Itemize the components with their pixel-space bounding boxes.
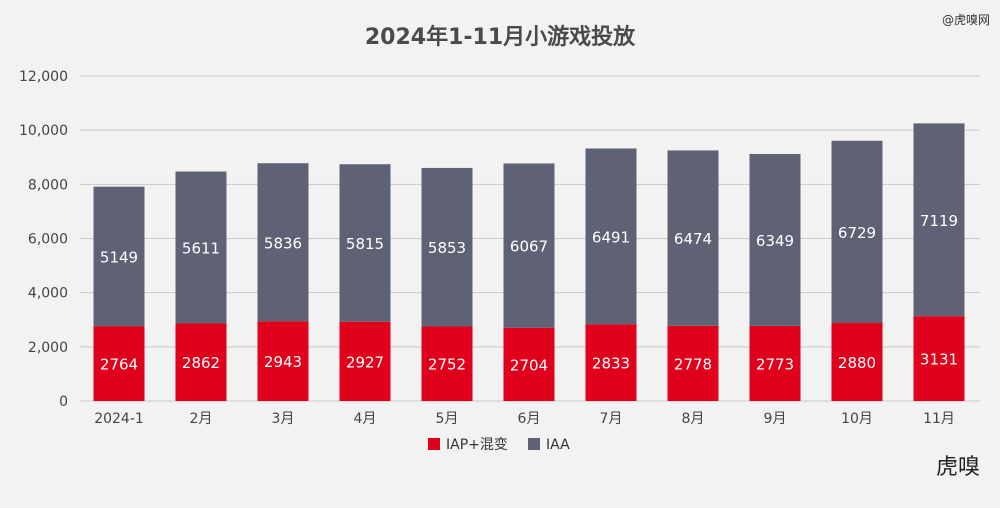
bar-segment-iap (667, 325, 719, 401)
bar-segment-iaa (585, 148, 637, 325)
y-tick-label: 6,000 (28, 232, 68, 248)
bar-value-label: 5836 (264, 234, 302, 252)
x-tick-label: 6月 (518, 411, 541, 427)
y-tick-label: 4,000 (28, 286, 68, 302)
bar-value-label: 6474 (674, 230, 712, 248)
bar-segment-iaa (831, 140, 883, 323)
bars: 2764 5149 2862 5611 2943 5836 2927 5815 2752 5853… (93, 123, 965, 401)
bar-segment-iap (585, 324, 637, 401)
x-tick-label: 5月 (436, 411, 459, 427)
bar-value-label: 2833 (592, 355, 630, 373)
y-tick-label: 0 (59, 394, 68, 410)
y-tick-label: 10,000 (19, 123, 68, 139)
x-tick-label: 3月 (272, 411, 295, 427)
bar-value-label: 2752 (428, 356, 466, 374)
legend-label-iap: IAP+混变 (446, 437, 508, 453)
bar-segment-iap (175, 323, 227, 401)
y-axis-ticks: 0 2,000 4,000 6,000 8,000 10,000 12,000 (19, 69, 68, 410)
bar-segment-iaa (667, 150, 719, 326)
bar-segment-iap (503, 327, 555, 401)
y-tick-label: 12,000 (19, 69, 68, 85)
chart-title: 2024年1-11月小游戏投放 (365, 24, 636, 50)
bar-value-label: 3131 (920, 351, 958, 369)
bar-segment-iaa (175, 171, 227, 324)
bar-value-label: 6349 (756, 232, 794, 250)
bar-value-label: 2862 (182, 354, 220, 372)
bar-value-label: 2764 (100, 356, 138, 374)
x-tick-label: 2024-1 (94, 411, 144, 427)
bar-value-label: 7119 (920, 212, 958, 230)
bar-segment-iap (913, 316, 965, 401)
x-tick-label: 2月 (190, 411, 213, 427)
bar-segment-iap (421, 326, 473, 401)
bar-segment-iap (749, 325, 801, 401)
bar-value-label: 2927 (346, 353, 384, 371)
legend-swatch-iap (428, 438, 440, 450)
x-tick-label: 8月 (682, 411, 705, 427)
y-tick-label: 2,000 (28, 340, 68, 356)
bar-value-label: 2880 (838, 354, 876, 372)
x-tick-label: 11月 (923, 411, 955, 427)
bar-value-label: 5815 (346, 235, 384, 253)
bar-segment-iaa (93, 186, 145, 327)
bar-segment-iaa (913, 123, 965, 317)
bar-value-label: 5611 (182, 240, 220, 258)
bar-segment-iaa (257, 163, 309, 322)
bar-segment-iap (339, 321, 391, 401)
bar-value-label: 6067 (510, 238, 548, 256)
legend-label-iaa: IAA (546, 437, 570, 453)
watermark-text: @虎嗅网 (942, 13, 990, 27)
bar-value-label: 2773 (756, 355, 794, 373)
bar-segment-iaa (421, 167, 473, 327)
bar-segment-iaa (503, 163, 555, 328)
x-tick-label: 4月 (354, 411, 377, 427)
bar-segment-iaa (339, 164, 391, 322)
y-tick-label: 8,000 (28, 177, 68, 193)
bar-segment-iap (93, 326, 145, 401)
bar-value-label: 2943 (264, 353, 302, 371)
legend: IAP+混变 IAA (428, 437, 570, 453)
x-tick-label: 9月 (764, 411, 787, 427)
legend-swatch-iaa (528, 438, 540, 450)
bar-segment-iap (257, 321, 309, 401)
bar-value-label: 2704 (510, 356, 548, 374)
bar-segment-iap (831, 323, 883, 401)
x-axis-ticks: 2024-1 2月 3月 4月 5月 6月 7月 8月 9月 10月 11月 (94, 411, 955, 427)
bar-value-label: 5149 (100, 248, 138, 266)
x-tick-label: 7月 (600, 411, 623, 427)
bar-value-label: 2778 (674, 355, 712, 373)
x-tick-label: 10月 (841, 411, 873, 427)
bar-value-label: 6729 (838, 224, 876, 242)
brand-logo: 虎嗅 (936, 455, 980, 480)
bar-segment-iaa (749, 153, 801, 326)
bar-value-label: 6491 (592, 228, 630, 246)
bar-value-label: 5853 (428, 239, 466, 257)
